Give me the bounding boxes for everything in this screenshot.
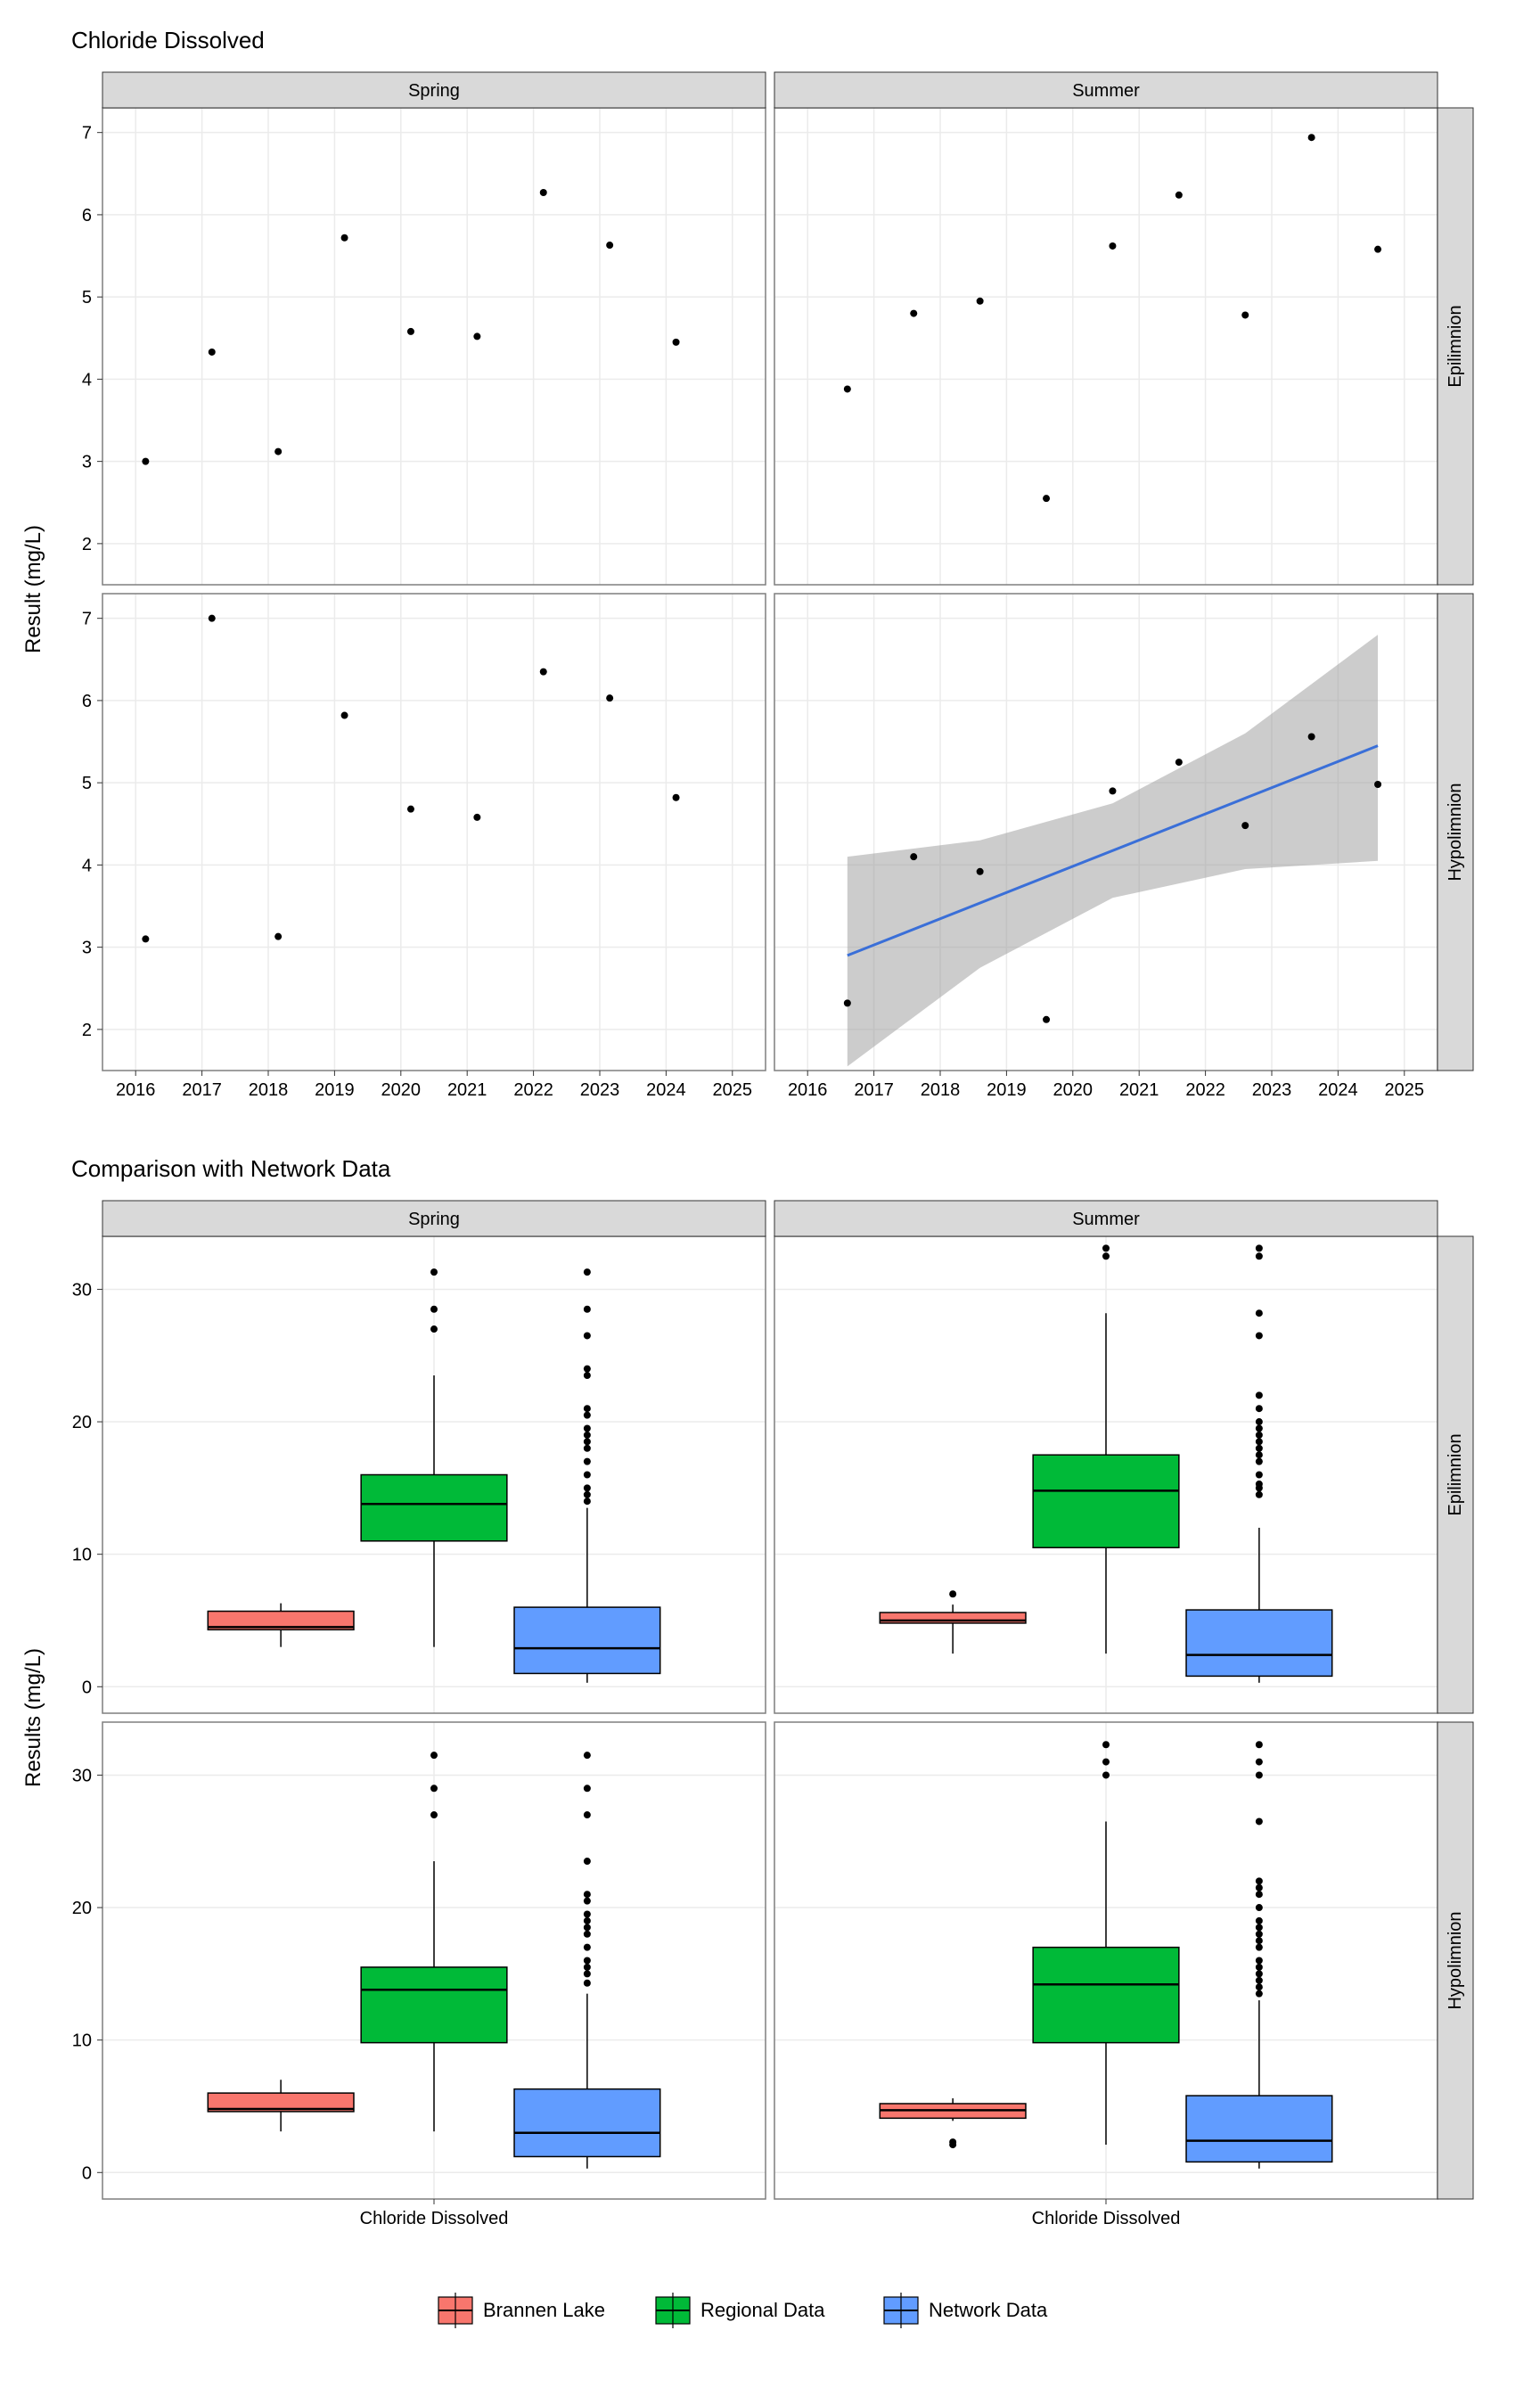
svg-text:2: 2: [82, 535, 92, 554]
svg-text:2022: 2022: [513, 1080, 553, 1100]
svg-text:4: 4: [82, 370, 92, 390]
svg-text:2018: 2018: [921, 1080, 961, 1100]
svg-text:Summer: Summer: [1072, 81, 1140, 101]
svg-text:Chloride Dissolved: Chloride Dissolved: [1032, 2209, 1181, 2228]
svg-text:Hypolimnion: Hypolimnion: [1446, 1911, 1465, 2009]
svg-text:2020: 2020: [1053, 1080, 1094, 1100]
svg-text:20: 20: [72, 1899, 92, 1918]
svg-text:10: 10: [72, 1546, 92, 1565]
svg-text:Hypolimnion: Hypolimnion: [1446, 783, 1465, 881]
svg-text:30: 30: [72, 1280, 92, 1300]
svg-text:Regional Data: Regional Data: [700, 2299, 825, 2321]
svg-text:2020: 2020: [381, 1080, 422, 1100]
svg-text:6: 6: [82, 692, 92, 711]
svg-text:2021: 2021: [447, 1080, 487, 1100]
svg-text:2017: 2017: [182, 1080, 222, 1100]
svg-text:4: 4: [82, 856, 92, 875]
svg-text:5: 5: [82, 288, 92, 308]
boxplot-chart: Results (mg/L) Spring 0 10 20 30 Summer Epilimn…: [18, 1196, 1522, 2248]
svg-text:2025: 2025: [1385, 1080, 1425, 1100]
svg-text:2023: 2023: [1252, 1080, 1292, 1100]
svg-text:2024: 2024: [1318, 1080, 1358, 1100]
svg-text:0: 0: [82, 2163, 92, 2183]
svg-text:2016: 2016: [788, 1080, 828, 1100]
legend: Brannen Lake Regional Data Network Data: [18, 2275, 1522, 2346]
svg-text:30: 30: [72, 1766, 92, 1785]
svg-text:2017: 2017: [854, 1080, 894, 1100]
chart2-title: Comparison with Network Data: [71, 1155, 1522, 1183]
svg-text:20: 20: [72, 1413, 92, 1432]
svg-text:Chloride Dissolved: Chloride Dissolved: [360, 2209, 509, 2228]
svg-text:Spring: Spring: [408, 81, 460, 101]
svg-text:2018: 2018: [249, 1080, 289, 1100]
svg-text:3: 3: [82, 453, 92, 472]
svg-text:Network Data: Network Data: [929, 2299, 1048, 2321]
svg-text:2021: 2021: [1119, 1080, 1159, 1100]
chart1-title: Chloride Dissolved: [71, 27, 1522, 54]
svg-text:Brannen Lake: Brannen Lake: [483, 2299, 605, 2321]
scatter-chart: Result (mg/L) Spring 2 3 4 5 6 7 Summer Epilimnio…: [18, 68, 1522, 1120]
svg-text:2022: 2022: [1185, 1080, 1225, 1100]
svg-text:2019: 2019: [315, 1080, 355, 1100]
svg-text:Spring: Spring: [408, 1210, 460, 1229]
svg-text:2019: 2019: [987, 1080, 1027, 1100]
svg-text:Results (mg/L): Results (mg/L): [21, 1648, 45, 1787]
svg-text:2025: 2025: [713, 1080, 753, 1100]
svg-text:2023: 2023: [580, 1080, 620, 1100]
svg-text:Summer: Summer: [1072, 1210, 1140, 1229]
svg-text:Result (mg/L): Result (mg/L): [21, 525, 45, 653]
svg-text:2016: 2016: [116, 1080, 156, 1100]
svg-text:6: 6: [82, 206, 92, 226]
svg-text:Epilimnion: Epilimnion: [1446, 1433, 1465, 1515]
svg-text:7: 7: [82, 124, 92, 144]
svg-text:2: 2: [82, 1021, 92, 1040]
svg-text:7: 7: [82, 610, 92, 629]
svg-text:2024: 2024: [646, 1080, 686, 1100]
svg-text:0: 0: [82, 1678, 92, 1697]
svg-text:3: 3: [82, 939, 92, 958]
svg-text:5: 5: [82, 774, 92, 793]
svg-text:Epilimnion: Epilimnion: [1446, 305, 1465, 387]
svg-text:10: 10: [72, 2031, 92, 2051]
